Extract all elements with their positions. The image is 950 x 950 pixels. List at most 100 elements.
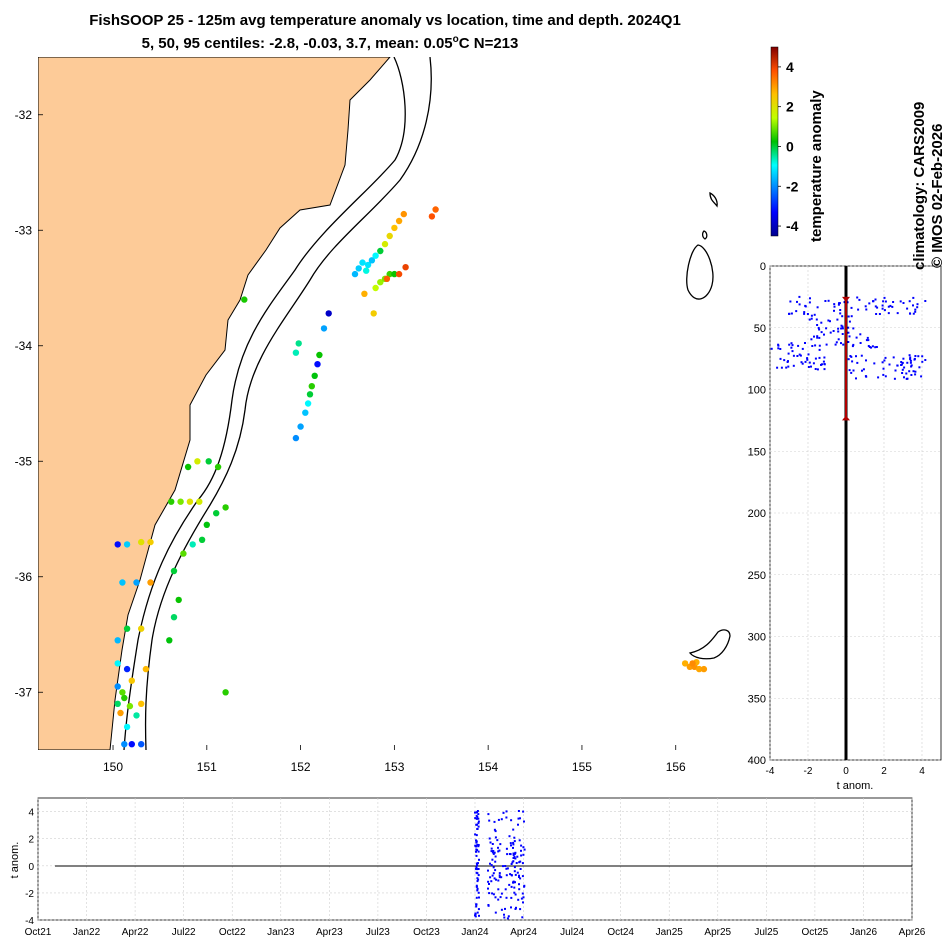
timeseries-point-30 [510, 896, 513, 899]
profile-point-84 [835, 341, 838, 344]
map-point-24 [432, 206, 439, 213]
isobath-deep [144, 57, 432, 750]
profile-point-234 [910, 365, 913, 368]
profile-xtick-label-4: 4 [919, 766, 925, 777]
profile-point-22 [864, 305, 867, 308]
profile-point-226 [914, 370, 917, 373]
profile-point-81 [840, 327, 843, 330]
map-point-27 [316, 351, 323, 359]
profile-ytick-label-300: 300 [748, 632, 766, 644]
profile-point-92 [832, 330, 835, 332]
map-point-47 [213, 510, 220, 517]
timeseries-xtick-label-Oct24: Oct24 [607, 927, 634, 938]
profile-ytick-label-350: 350 [748, 693, 766, 705]
timeseries-point-35 [522, 896, 525, 899]
colorbar-gradient [770, 46, 779, 237]
map-xtick-label-153: 153 [384, 760, 404, 774]
timeseries-point-184 [505, 816, 508, 819]
timeseries-point-175 [476, 877, 479, 880]
map-point-72 [126, 702, 134, 710]
profile-point-25 [838, 302, 840, 305]
timeseries-point-19 [476, 810, 479, 812]
timeseries-point-80 [477, 844, 480, 846]
timeseries-point-132 [476, 887, 479, 890]
map-point-81 [119, 689, 126, 696]
timeseries-point-37 [513, 891, 516, 894]
profile-point-224 [881, 361, 884, 364]
timeseries-point-115 [511, 861, 514, 864]
profile-point-32 [912, 304, 914, 307]
timeseries-point-38 [514, 873, 517, 876]
island-lord-howe [686, 244, 714, 300]
timeseries-point-127 [514, 908, 517, 910]
profile-point-244 [867, 339, 870, 342]
colorbar-tick-label--4: -4 [786, 218, 799, 234]
profile-point-1 [827, 299, 830, 302]
profile-point-83 [851, 345, 854, 348]
islet-small [701, 230, 708, 240]
timeseries-point-120 [475, 814, 478, 817]
timeseries-ytick-label--2: -2 [25, 889, 34, 900]
map-point-65 [114, 637, 121, 644]
timeseries-point-134 [523, 848, 526, 851]
profile-point-57 [839, 312, 842, 315]
timeseries-point-202 [494, 869, 497, 872]
profile-xlabel: t anom. [837, 780, 874, 792]
map-point-3 [386, 270, 393, 278]
timeseries-point-149 [522, 810, 525, 813]
profile-point-175 [894, 369, 897, 372]
map-point-56 [114, 541, 121, 548]
map-point-67 [123, 665, 131, 673]
profile-point-156 [818, 344, 821, 347]
timeseries-point-101 [494, 896, 497, 899]
profile-point-235 [874, 346, 877, 349]
timeseries-xtick-label-Jul25: Jul25 [754, 927, 778, 938]
profile-point-230 [900, 361, 903, 363]
map-point-52 [170, 567, 178, 575]
profile-ytick-label-100: 100 [748, 385, 766, 397]
timeseries-point-94 [474, 914, 476, 917]
timeseries-point-124 [493, 820, 496, 823]
profile-point-172 [848, 369, 851, 372]
map-point-15 [351, 270, 359, 278]
profile-point-17 [808, 301, 811, 304]
timeseries-point-98 [506, 853, 509, 856]
timeseries-point-79 [476, 849, 479, 852]
profile-point-167 [786, 361, 789, 363]
map-y-axis: -32 -33 -34 -35 -36 -37 [15, 108, 43, 699]
profile-point-198 [882, 373, 885, 376]
timeseries-point-33 [498, 849, 501, 852]
timeseries-point-169 [518, 883, 520, 886]
map-point-17 [359, 259, 366, 266]
profile-point-233 [912, 370, 915, 373]
timeseries-xtick-label-Oct23: Oct23 [413, 927, 440, 938]
profile-point-95 [820, 331, 823, 334]
colorbar-tick-label-2: 2 [786, 99, 794, 115]
map-point-57 [123, 541, 131, 548]
profile-point-199 [903, 366, 906, 369]
profile-point-221 [905, 372, 908, 375]
profile-point-141 [787, 365, 790, 368]
timeseries-point-28 [510, 819, 513, 822]
timeseries-point-171 [516, 855, 519, 858]
timeseries-point-200 [513, 886, 516, 889]
profile-point-174 [865, 359, 867, 362]
map-point-23 [428, 213, 436, 220]
timeseries-xtick-label-Jan23: Jan23 [267, 927, 295, 938]
profile-point-191 [921, 360, 924, 363]
profile-point-65 [816, 306, 819, 309]
profile-point-2 [887, 305, 890, 308]
profile-point-216 [877, 376, 880, 379]
profile-point-37 [884, 300, 887, 303]
profile-point-232 [913, 357, 916, 360]
timeseries-point-74 [488, 892, 491, 895]
timeseries-xtick-label-Oct21: Oct21 [25, 927, 52, 938]
timeseries-point-105 [475, 845, 478, 848]
map-point-14 [400, 210, 407, 218]
profile-point-53 [872, 300, 875, 303]
timeseries-point-182 [475, 854, 478, 857]
timeseries-point-146 [490, 864, 493, 867]
timeseries-point-76 [489, 876, 492, 879]
profile-point-241 [859, 342, 862, 344]
